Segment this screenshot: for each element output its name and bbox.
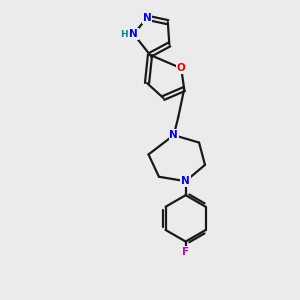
Text: F: F — [182, 247, 189, 257]
Text: N: N — [169, 130, 178, 140]
Text: N: N — [181, 176, 190, 186]
Text: H: H — [120, 30, 128, 39]
Text: N: N — [129, 29, 138, 39]
Text: N: N — [143, 13, 152, 23]
Text: O: O — [177, 63, 186, 73]
